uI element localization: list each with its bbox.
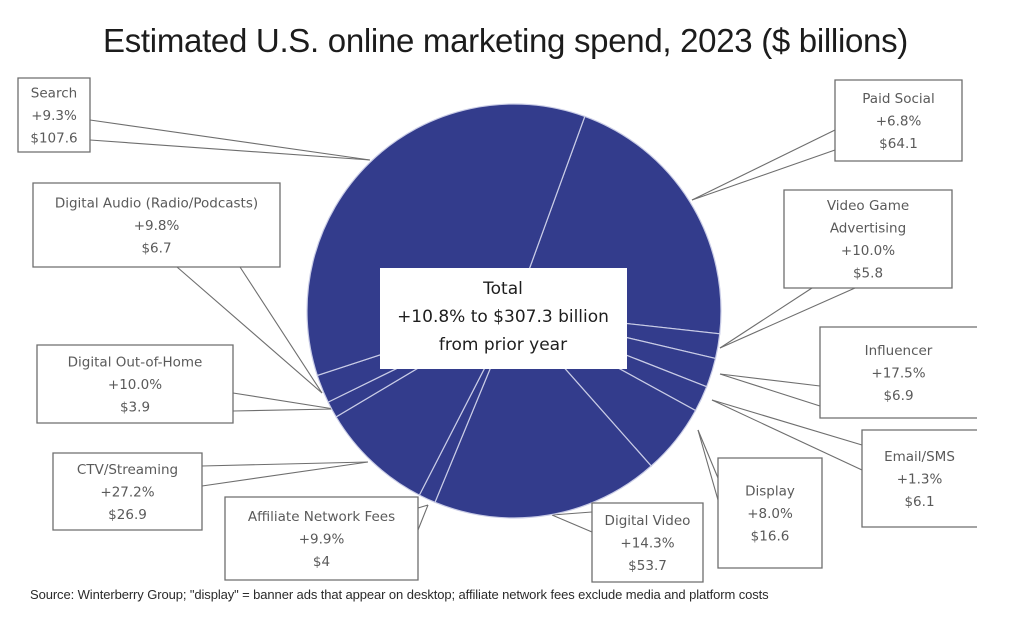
- callout-label: Digital Out-of-Home: [68, 354, 203, 370]
- callout-ctv-streaming: CTV/Streaming +27.2% $26.9: [52, 452, 203, 531]
- total-line-1: Total: [482, 279, 523, 299]
- pie-slice-digital-video: [434, 309, 653, 519]
- pie-slice-search: [306, 103, 586, 377]
- total-box-background: [380, 268, 627, 369]
- callout-value: $16.6: [751, 528, 790, 544]
- callout-search: Search +9.3% $107.6: [17, 77, 91, 153]
- callout-value: $4: [313, 554, 330, 570]
- callout-label: Advertising: [830, 221, 906, 237]
- callout-value: $107.6: [30, 130, 77, 146]
- callout-label: Digital Audio (Radio/Podcasts): [55, 195, 258, 211]
- leader-line-paid-social: [691, 149, 836, 201]
- callout-boxes: Paid Social +6.8% $64.1 Video Game Advertisi…: [17, 77, 977, 583]
- callout-change: +10.0%: [841, 243, 895, 259]
- leader-line-digital-audio-radio-podcasts: [239, 266, 323, 394]
- leader-line-ctv-streaming: [201, 461, 369, 487]
- chart-title: Estimated U.S. online marketing spend, 2…: [103, 22, 908, 59]
- leader-line-email-sms: [711, 399, 863, 471]
- callout-display: Display +8.0% $16.6: [717, 457, 823, 569]
- leader-line-digital-out-of-home: [232, 392, 335, 410]
- callout-box: [834, 79, 963, 162]
- callout-box: [17, 77, 91, 153]
- callout-video-game-advertising: Video Game Advertising +10.0% $5.8: [783, 189, 953, 289]
- callout-value: $53.7: [628, 558, 667, 574]
- callout-box: [861, 429, 977, 528]
- leader-line-display: [697, 429, 719, 501]
- leader-line-digital-out-of-home: [232, 408, 335, 412]
- callout-box: [36, 344, 234, 424]
- callout-value: $64.1: [879, 136, 918, 152]
- callout-affiliate-network-fees: Affiliate Network Fees +9.9% $4: [224, 496, 419, 581]
- callout-change: +8.0%: [747, 506, 793, 522]
- callout-digital-audio-radio-podcasts: Digital Audio (Radio/Podcasts) +9.8% $6.7: [32, 182, 281, 268]
- callout-change: +10.0%: [108, 377, 162, 393]
- leader-line-affiliate-network-fees: [417, 504, 429, 531]
- leader-line-influencer: [719, 373, 821, 407]
- callout-value: $6.9: [883, 388, 913, 404]
- callout-label: Email/SMS: [884, 449, 955, 465]
- callout-digital-out-of-home: Digital Out-of-Home +10.0% $3.9: [36, 344, 234, 424]
- callout-email-sms: Email/SMS +1.3% $6.1: [861, 429, 977, 528]
- callout-change: +6.8%: [876, 113, 922, 129]
- leader-line-display: [697, 429, 719, 479]
- callout-label: Paid Social: [862, 91, 934, 107]
- callout-box: [32, 182, 281, 268]
- leader-line-influencer: [719, 373, 821, 387]
- callout-influencer: Influencer +17.5% $6.9: [819, 326, 977, 419]
- source-note: Source: Winterberry Group; "display" = b…: [30, 587, 769, 602]
- leader-line-ctv-streaming: [201, 461, 369, 467]
- callout-change: +27.2%: [100, 484, 154, 500]
- callout-change: +17.5%: [871, 365, 925, 381]
- callout-paid-social: Paid Social +6.8% $64.1: [834, 79, 963, 162]
- callout-change: +14.3%: [620, 535, 674, 551]
- callout-label: Video Game: [827, 198, 909, 214]
- callout-box: [224, 496, 419, 581]
- leader-line-video-game-advertising: [719, 287, 813, 349]
- callout-label: Search: [31, 85, 77, 101]
- callout-label: Affiliate Network Fees: [248, 509, 395, 525]
- leader-line-digital-audio-radio-podcasts: [176, 266, 323, 394]
- leader-line-affiliate-network-fees: [417, 504, 429, 509]
- callout-label: Digital Video: [605, 513, 691, 529]
- callout-box: [819, 326, 977, 419]
- callout-value: $6.1: [904, 494, 934, 510]
- leader-line-search: [89, 139, 371, 161]
- callout-value: $26.9: [108, 507, 147, 523]
- callout-box: [717, 457, 823, 569]
- leader-line-search: [89, 119, 371, 161]
- callout-label: CTV/Streaming: [77, 462, 178, 478]
- leader-line-video-game-advertising: [719, 287, 856, 349]
- callout-change: +9.8%: [134, 218, 180, 234]
- callout-change: +9.9%: [299, 531, 345, 547]
- callout-box: [591, 502, 704, 583]
- callout-change: +9.3%: [31, 108, 77, 124]
- callout-box: [783, 189, 953, 289]
- callout-label: Display: [745, 483, 795, 499]
- callout-leader-lines: [89, 119, 863, 533]
- leader-line-paid-social: [691, 129, 836, 201]
- callout-value: $6.7: [141, 240, 171, 256]
- callout-label: Influencer: [865, 343, 933, 359]
- total-line-2: +10.8% to $307.3 billion: [397, 307, 609, 327]
- total-label-box: Total +10.8% to $307.3 billion from prio…: [380, 268, 627, 369]
- callout-box: [52, 452, 203, 531]
- leader-line-email-sms: [711, 399, 863, 446]
- callout-digital-video: Digital Video +14.3% $53.7: [591, 502, 704, 583]
- callout-change: +1.3%: [897, 471, 943, 487]
- leader-line-digital-video: [551, 514, 593, 533]
- total-line-3: from prior year: [439, 335, 567, 355]
- callout-value: $3.9: [120, 399, 150, 415]
- leader-line-digital-video: [551, 511, 593, 516]
- callout-value: $5.8: [853, 266, 883, 282]
